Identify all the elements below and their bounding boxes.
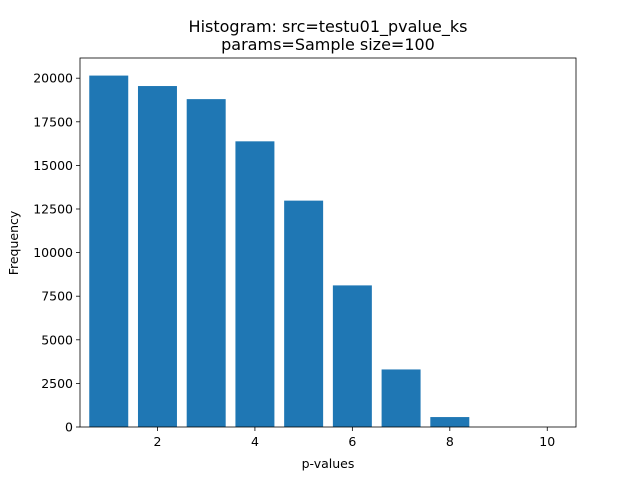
y-axis-label: Frequency — [6, 210, 21, 275]
y-tick-label: 5000 — [41, 332, 73, 347]
bar-1 — [89, 75, 129, 427]
bar-5 — [284, 200, 324, 427]
y-tick-label: 15000 — [33, 158, 73, 173]
y-tick-label: 7500 — [41, 289, 73, 304]
y-tick-label: 20000 — [33, 71, 73, 86]
y-tick-label: 17500 — [33, 114, 73, 129]
y-tick-label: 0 — [65, 420, 73, 435]
x-tick-label: 2 — [153, 434, 161, 449]
y-tick-label: 12500 — [33, 201, 73, 216]
bar-3 — [186, 99, 226, 428]
y-ticks-group: 0 2500 5000 7500 10000 12500 15000 17500 20000 — [33, 71, 80, 435]
bar-7 — [381, 369, 421, 427]
chart-title-line-1: Histogram: src=testu01_pvalue_ks — [189, 17, 468, 37]
x-tick-label: 8 — [446, 434, 454, 449]
x-tick-label: 10 — [539, 434, 555, 449]
y-tick-label: 2500 — [41, 376, 73, 391]
bar-2 — [137, 86, 177, 427]
x-tick-label: 6 — [348, 434, 356, 449]
bar-8 — [430, 417, 470, 427]
y-tick-label: 10000 — [33, 245, 73, 260]
x-ticks-group: 2 4 6 8 10 — [153, 427, 555, 449]
bar-4 — [235, 141, 275, 427]
plot-area-frame — [79, 57, 577, 428]
x-axis-label: p-values — [302, 456, 355, 471]
chart-title-line-2: params=Sample size=100 — [221, 35, 435, 54]
bars-group — [89, 75, 470, 428]
x-tick-label: 4 — [251, 434, 259, 449]
bar-6 — [332, 285, 372, 427]
